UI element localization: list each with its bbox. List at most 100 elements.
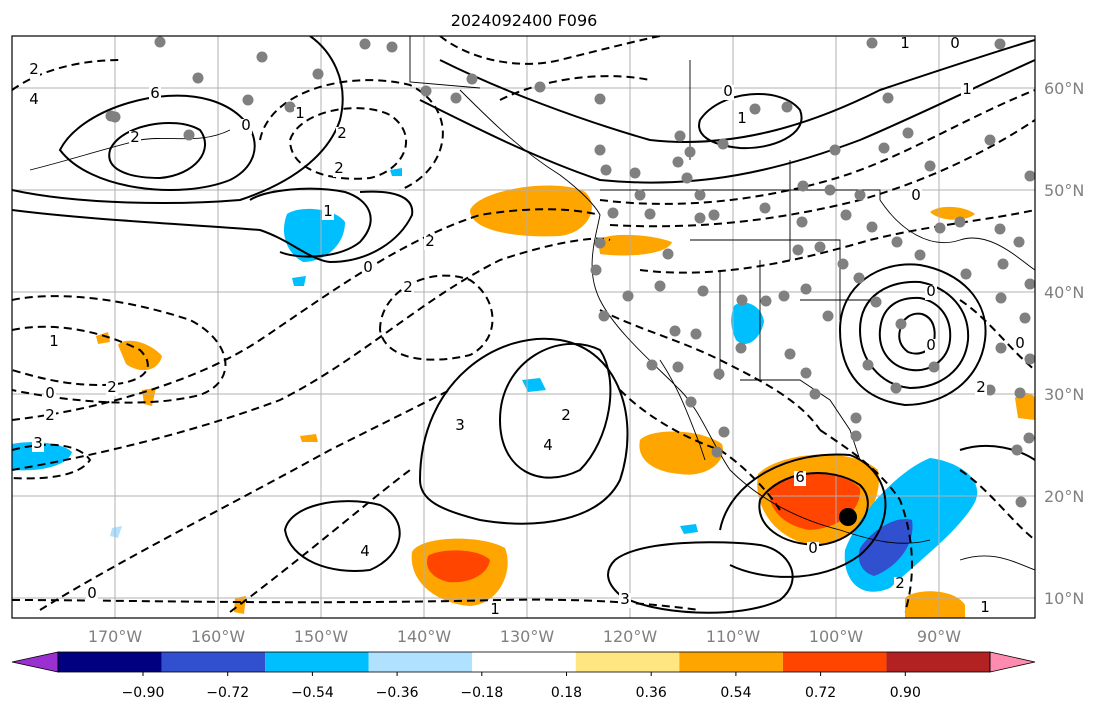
longitude-label: 130°W: [500, 627, 555, 646]
colorbar: [11, 651, 1036, 673]
station-dot: [713, 368, 725, 380]
shade-blue-southwest: [731, 302, 764, 344]
shade-orange-northeast: [930, 206, 975, 220]
negative-anomaly-shading: [12, 168, 978, 592]
station-dot: [594, 93, 606, 105]
contour-north-pacific-2: [12, 190, 414, 264]
station-dot: [822, 310, 834, 322]
contour-label-background: [129, 131, 141, 146]
station-dot: [960, 268, 972, 280]
shade-blue-tiny-1: [680, 524, 698, 534]
contour-label: 2: [45, 406, 55, 424]
station-dot: [669, 325, 681, 337]
station-dot: [681, 172, 693, 184]
latitude-label: 40°N: [1044, 283, 1084, 302]
contour-label: 1: [980, 598, 990, 616]
longitude-label: 140°W: [397, 627, 452, 646]
contour-pacific-high-2: [418, 337, 629, 525]
station-dot: [797, 180, 809, 192]
contour-gulf-low: [249, 187, 372, 258]
contour-label-background: [424, 235, 436, 250]
state-borders: [689, 60, 880, 380]
station-dot: [796, 216, 808, 228]
contour-label-background: [619, 593, 631, 608]
colorbar-segment: [265, 652, 369, 672]
contour-label: 0: [363, 258, 373, 276]
contour-label-background: [32, 437, 44, 452]
contour-label-background: [44, 409, 56, 424]
colorbar-tick-label: 0.72: [805, 685, 836, 701]
colorbar-segment: [368, 652, 473, 672]
contour-label: 2: [334, 159, 344, 177]
station-dot: [850, 430, 862, 442]
great-lakes-coast: [879, 199, 1035, 271]
contour-label: 2: [895, 574, 905, 592]
shade-lightblue-tiny: [110, 526, 122, 538]
colorbar-segment: [58, 652, 162, 672]
contour-north-pacific-1: [12, 36, 344, 204]
station-dot: [866, 37, 878, 49]
contour-label: 0: [1015, 334, 1025, 352]
dashed-sw-1: [599, 309, 821, 431]
station-dot: [600, 164, 612, 176]
shade-orange-west-1: [118, 340, 162, 371]
contour-storm-2: [719, 453, 887, 578]
station-dot: [690, 328, 702, 340]
colorbar-segment: [679, 652, 783, 672]
contour-label-background: [979, 601, 991, 616]
station-dot: [814, 241, 826, 253]
colorbar-extension-low: [11, 651, 59, 673]
shade-orange-west-3: [96, 332, 110, 344]
colorbar-tick-label: 0.54: [720, 685, 751, 701]
station-dot: [736, 294, 748, 306]
contour-label-background: [362, 261, 374, 276]
contour-label: 0: [723, 82, 733, 100]
contour-label-background: [722, 85, 734, 100]
station-dot: [934, 222, 946, 234]
station-dot: [994, 223, 1006, 235]
contour-aleutian-low-inner: [108, 122, 206, 180]
colorbar-segment: [472, 652, 576, 672]
contour-label: 2: [130, 128, 140, 146]
station-dot: [809, 388, 821, 400]
contour-label: 3: [33, 434, 43, 452]
station-dot: [924, 160, 936, 172]
contour-label: 3: [620, 590, 630, 608]
station-dot: [792, 244, 804, 256]
station-dot: [694, 189, 706, 201]
contour-label-background: [542, 439, 554, 454]
station-dot: [800, 283, 812, 295]
station-dot: [386, 41, 398, 53]
station-dot: [895, 318, 907, 330]
station-dot: [359, 38, 371, 50]
station-dot: [778, 290, 790, 302]
station-dot: [242, 94, 254, 106]
contour-label-background: [489, 603, 501, 618]
contour-jet-2: [439, 39, 1035, 143]
station-dot: [674, 130, 686, 142]
contour-label: 4: [29, 90, 39, 108]
map-frame: [11, 35, 1036, 619]
positive-anomaly-shading: [96, 185, 1035, 618]
station-dot: [854, 189, 866, 201]
contour-label-background: [560, 409, 572, 424]
contour-label-background: [1014, 337, 1026, 352]
shade-orange-east-edge: [1015, 392, 1035, 420]
station-dot: [928, 361, 940, 373]
contour-east-low-2: [858, 280, 970, 390]
contour-label-background: [402, 281, 414, 296]
contour-label-background: [86, 587, 98, 602]
dashed-long-1: [12, 208, 601, 421]
longitude-label: 90°W: [917, 627, 961, 646]
dashed-jet-1: [599, 89, 1035, 205]
contour-label-background: [149, 87, 161, 102]
station-dot: [697, 285, 709, 297]
contour-label-background: [106, 381, 118, 396]
station-dot: [154, 36, 166, 48]
contour-label-background: [44, 387, 56, 402]
dashed-far-northwest: [12, 59, 121, 91]
shade-red-mexico: [769, 473, 861, 530]
station-dot: [420, 85, 432, 97]
dashed-south-1: [12, 598, 701, 611]
station-dot: [890, 382, 902, 394]
